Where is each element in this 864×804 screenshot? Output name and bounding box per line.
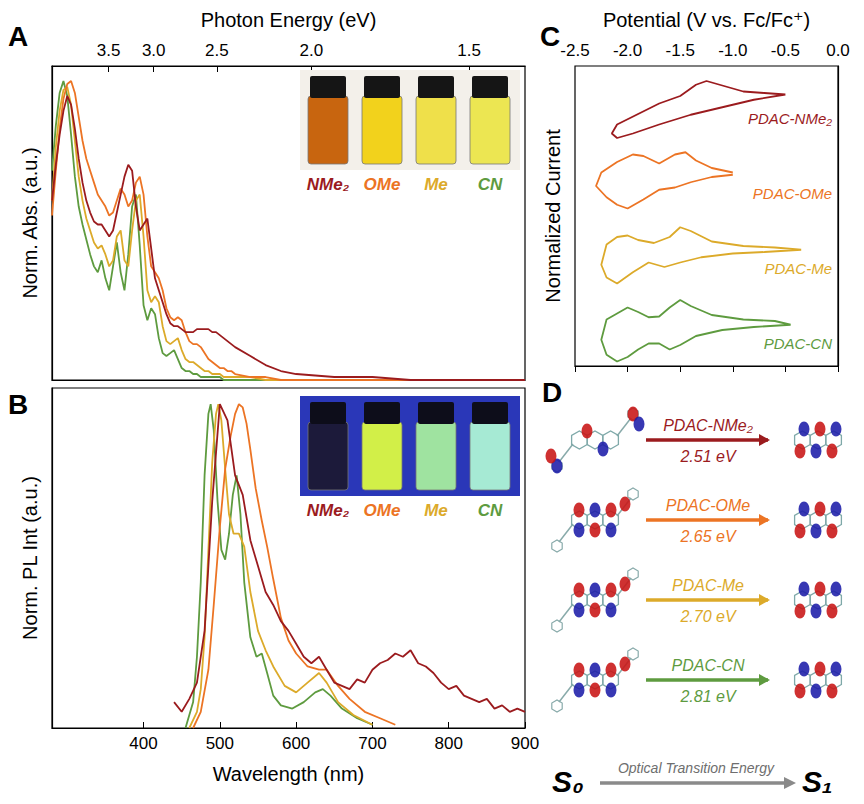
svg-text:OMe: OMe — [364, 175, 401, 194]
svg-text:-1.0: -1.0 — [718, 41, 747, 60]
svg-text:Optical Transition Energy: Optical Transition Energy — [618, 760, 775, 776]
svg-text:S₀: S₀ — [552, 765, 584, 798]
svg-text:C: C — [540, 21, 560, 52]
svg-text:Norm. Abs. (a.u.): Norm. Abs. (a.u.) — [19, 147, 41, 298]
svg-text:Norm. PL Int (a.u.): Norm. PL Int (a.u.) — [19, 476, 41, 640]
svg-text:PDAC-NMe₂: PDAC-NMe₂ — [748, 110, 832, 127]
svg-text:PDAC-CN: PDAC-CN — [764, 335, 833, 352]
svg-text:600: 600 — [282, 734, 310, 753]
svg-text:0.0: 0.0 — [826, 41, 850, 60]
svg-text:CN: CN — [478, 501, 503, 520]
svg-text:2.70 eV: 2.70 eV — [679, 608, 736, 625]
svg-text:2.51 eV: 2.51 eV — [679, 448, 736, 465]
svg-text:-0.5: -0.5 — [771, 41, 800, 60]
svg-text:Normalized Current: Normalized Current — [542, 129, 564, 303]
svg-text:NMe₂: NMe₂ — [307, 501, 350, 520]
svg-text:2.0: 2.0 — [300, 41, 324, 60]
svg-text:Me: Me — [424, 501, 448, 520]
svg-text:PDAC-OMe: PDAC-OMe — [666, 497, 751, 514]
svg-text:900: 900 — [511, 734, 539, 753]
svg-text:2.81 eV: 2.81 eV — [679, 688, 736, 705]
svg-text:A: A — [8, 21, 28, 52]
svg-text:D: D — [542, 377, 562, 408]
svg-text:PDAC-Me: PDAC-Me — [672, 577, 744, 594]
svg-text:PDAC-OMe: PDAC-OMe — [753, 185, 832, 202]
svg-text:-2.0: -2.0 — [613, 41, 642, 60]
svg-text:PDAC-Me: PDAC-Me — [764, 260, 832, 277]
svg-text:-2.5: -2.5 — [560, 41, 589, 60]
svg-text:PDAC-NMe₂: PDAC-NMe₂ — [663, 417, 753, 434]
svg-text:3.0: 3.0 — [142, 41, 166, 60]
svg-text:500: 500 — [206, 734, 234, 753]
svg-text:-1.5: -1.5 — [666, 41, 695, 60]
svg-text:B: B — [8, 389, 28, 420]
svg-text:2.65 eV: 2.65 eV — [679, 528, 736, 545]
svg-text:PDAC-CN: PDAC-CN — [672, 657, 745, 674]
svg-text:OMe: OMe — [364, 501, 401, 520]
svg-text:700: 700 — [358, 734, 386, 753]
svg-text:Me: Me — [424, 175, 448, 194]
svg-text:2.5: 2.5 — [205, 41, 229, 60]
svg-text:400: 400 — [129, 734, 157, 753]
svg-text:800: 800 — [435, 734, 463, 753]
svg-text:CN: CN — [478, 175, 503, 194]
svg-text:3.5: 3.5 — [97, 41, 121, 60]
svg-text:Photon Energy (eV): Photon Energy (eV) — [201, 9, 377, 31]
svg-text:S₁: S₁ — [802, 765, 833, 798]
svg-text:1.5: 1.5 — [457, 41, 481, 60]
svg-text:Potential (V vs. Fc/Fc⁺): Potential (V vs. Fc/Fc⁺) — [603, 9, 810, 31]
svg-text:Wavelength (nm): Wavelength (nm) — [213, 763, 365, 785]
svg-text:NMe₂: NMe₂ — [307, 175, 350, 194]
